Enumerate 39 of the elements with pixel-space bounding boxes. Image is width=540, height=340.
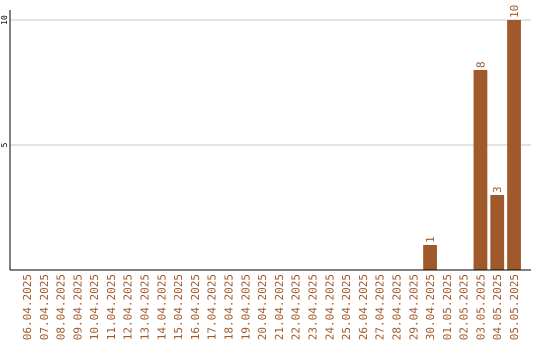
x-tick-label: 27.04.2025: [374, 274, 387, 340]
x-tick-label: 22.04.2025: [290, 274, 303, 340]
x-tick-label: 04.05.2025: [491, 274, 504, 340]
data-label: 3: [491, 186, 504, 193]
x-tick-label: 28.04.2025: [390, 274, 404, 340]
x-tick-label: 29.04.2025: [407, 274, 420, 340]
bar: [474, 70, 488, 270]
x-tick-label: 26.04.2025: [356, 274, 370, 340]
bar: [507, 20, 521, 270]
x-tick-label: 03.05.2025: [474, 274, 488, 340]
x-tick-label: 06.04.2025: [20, 274, 34, 340]
x-tick-label: 18.04.2025: [222, 274, 236, 340]
x-tick-label: 02.05.2025: [458, 274, 471, 340]
x-tick-label: 16.04.2025: [188, 274, 202, 340]
data-label: 1: [424, 236, 438, 243]
x-tick-label: 07.04.2025: [38, 274, 51, 340]
y-tick-label: 5: [0, 142, 9, 148]
x-tick-label: 12.04.2025: [122, 274, 135, 340]
bar: [423, 245, 437, 270]
x-tick-label: 23.04.2025: [306, 274, 320, 340]
x-tick-label: 13.04.2025: [138, 274, 152, 340]
x-tick-label: 24.04.2025: [323, 274, 336, 340]
data-label: 8: [474, 61, 488, 68]
x-tick-label: 25.04.2025: [340, 274, 354, 340]
bar: [490, 195, 504, 270]
data-label: 10: [508, 4, 522, 18]
x-tick-label: 09.04.2025: [71, 274, 84, 340]
x-tick-label: 05.05.2025: [508, 274, 522, 340]
x-tick-label: 15.04.2025: [172, 274, 186, 340]
x-tick-label: 08.04.2025: [54, 274, 68, 340]
x-tick-label: 01.05.2025: [440, 274, 454, 340]
x-tick-label: 19.04.2025: [239, 274, 252, 340]
x-tick-label: 30.04.2025: [424, 274, 438, 340]
x-tick-label: 14.04.2025: [155, 274, 168, 340]
x-tick-label: 10.04.2025: [88, 274, 102, 340]
x-tick-label: 21.04.2025: [272, 274, 286, 340]
x-tick-label: 17.04.2025: [206, 274, 219, 340]
x-tick-label: 11.04.2025: [104, 274, 118, 340]
x-tick-label: 20.04.2025: [256, 274, 270, 340]
